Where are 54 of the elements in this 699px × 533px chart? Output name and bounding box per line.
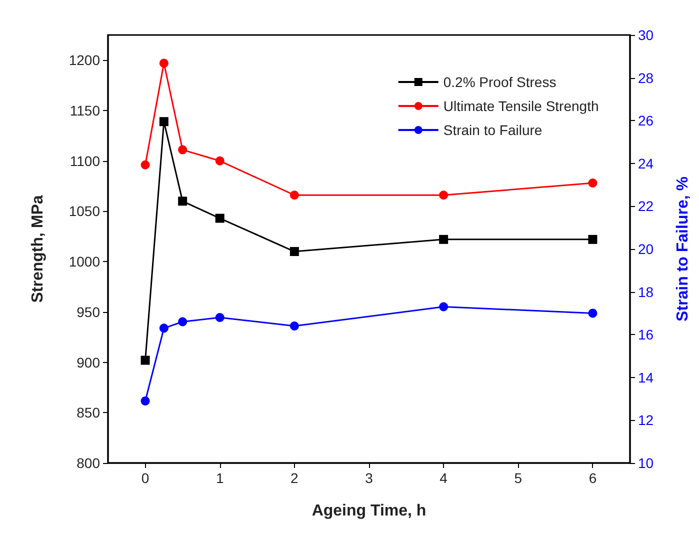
point bbox=[178, 317, 188, 326]
point bbox=[140, 396, 150, 406]
point bbox=[290, 322, 299, 331]
point bbox=[140, 160, 150, 170]
point bbox=[290, 190, 299, 200]
y2-tick-label: 30 bbox=[638, 27, 654, 43]
point bbox=[439, 234, 448, 244]
y2-tick-label: 14 bbox=[638, 369, 654, 386]
x-axis-title: Ageing Time, h bbox=[312, 502, 426, 520]
y2-tick-label: 26 bbox=[638, 112, 654, 129]
point bbox=[588, 308, 598, 318]
point bbox=[215, 156, 224, 166]
y-tick-label: 1050 bbox=[68, 203, 100, 220]
y-tick-label: 950 bbox=[76, 304, 100, 320]
point bbox=[159, 324, 168, 333]
point bbox=[215, 312, 224, 322]
y-tick-label: 1150 bbox=[70, 102, 100, 119]
x-tick-label: 2 bbox=[290, 470, 299, 486]
y2-axis-title: Strain to Failure, % bbox=[674, 176, 692, 322]
point bbox=[290, 247, 299, 256]
point bbox=[159, 58, 168, 68]
y2-tick-label: 24 bbox=[638, 155, 654, 172]
point bbox=[178, 145, 188, 154]
point bbox=[439, 190, 448, 200]
point bbox=[588, 178, 598, 188]
y2-tick-label: 20 bbox=[638, 241, 654, 257]
y2-tick-label: 16 bbox=[638, 326, 654, 343]
legend-label: Ultimate Tensile Strength bbox=[443, 98, 599, 114]
x-tick-label: 4 bbox=[440, 470, 448, 486]
x-tick-label: 0 bbox=[141, 470, 150, 486]
point bbox=[588, 234, 598, 244]
point bbox=[140, 356, 150, 365]
y-tick-label: 900 bbox=[76, 354, 100, 370]
y-axis-title: Strength, MPa bbox=[30, 195, 46, 303]
legend-label: 0.2% Proof Stress bbox=[443, 74, 556, 90]
x-tick-label: 5 bbox=[514, 470, 522, 486]
x-tick-label: 3 bbox=[365, 470, 374, 486]
y2-tick-label: 18 bbox=[638, 284, 654, 300]
y-tick-label: 1200 bbox=[68, 52, 100, 68]
y-tick-label: 850 bbox=[76, 404, 100, 421]
y-tick-label: 1100 bbox=[70, 152, 100, 169]
y2-tick-label: 12 bbox=[638, 412, 654, 428]
x-tick-label: 1 bbox=[216, 470, 224, 486]
y-tick-label: 1000 bbox=[68, 254, 100, 270]
point bbox=[215, 214, 224, 223]
y2-tick-label: 10 bbox=[638, 455, 654, 471]
point bbox=[159, 117, 168, 126]
x-tick-label: 6 bbox=[588, 470, 597, 486]
y2-tick-label: 28 bbox=[638, 70, 654, 86]
point bbox=[178, 196, 188, 206]
y2-tick-label: 22 bbox=[638, 198, 654, 214]
point bbox=[439, 302, 448, 312]
legend-label: Strain to Failure bbox=[443, 122, 542, 138]
y-tick-label: 800 bbox=[76, 455, 100, 471]
